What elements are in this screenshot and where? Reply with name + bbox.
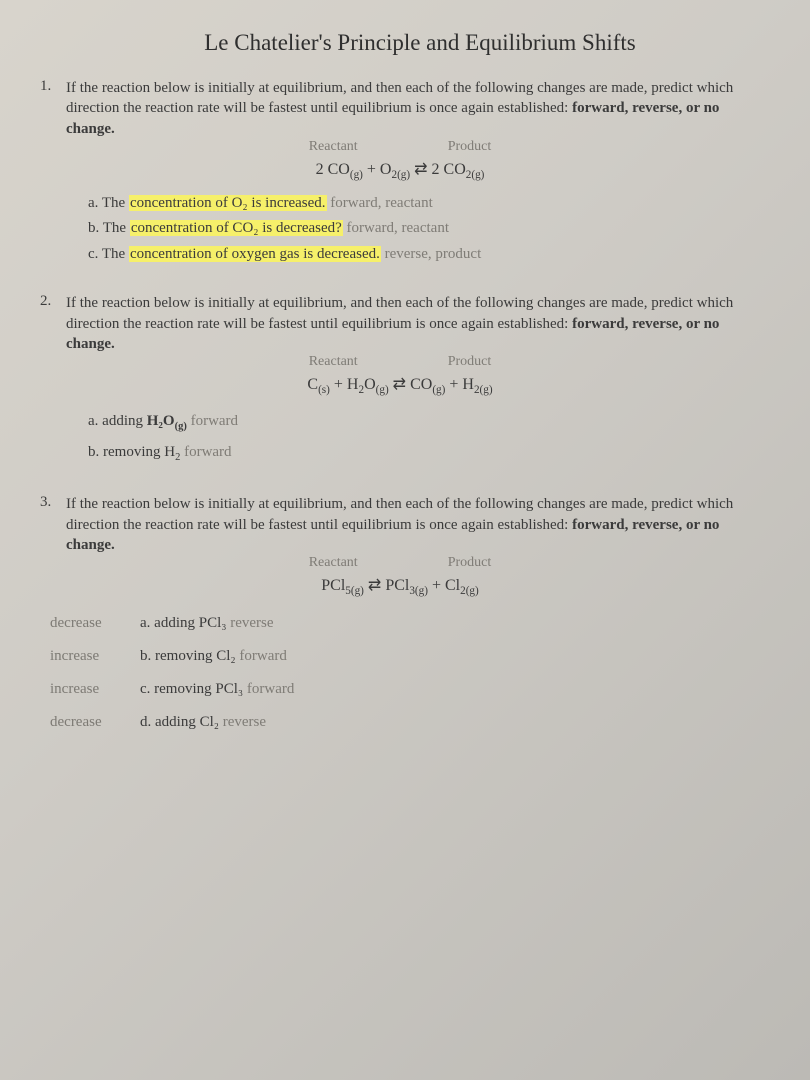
q2-b: b. removing H2 forward — [88, 437, 760, 468]
q3-a-margin: decrease — [50, 607, 102, 640]
product-label-2: Product — [448, 354, 492, 370]
product-label-3: Product — [448, 555, 492, 571]
q3-c-margin: increase — [50, 673, 99, 706]
q1-eq-plussub: 2(g) — [391, 169, 410, 181]
page-title: Le Chatelier's Principle and Equilibrium… — [80, 30, 760, 56]
q3-eq-r1s: 3(g) — [409, 585, 428, 597]
q2-a: a. adding H₂O(g) forward — [88, 406, 760, 437]
q3-b-margin: increase — [50, 640, 99, 673]
q3-eq-lsub: 5(g) — [345, 585, 364, 597]
q2-equation: C(s) + H2O(g) ⇄ CO(g) + H2(g) — [40, 374, 760, 396]
q2-a-pre: a. adding — [88, 413, 147, 429]
q3-number: 3. — [40, 494, 62, 511]
q2-sublist: a. adding H₂O(g) forward b. removing H2 … — [88, 406, 760, 468]
q2-eq-l: C — [307, 376, 318, 393]
q2-a-boldsub: (g) — [175, 421, 187, 432]
q1-eq-arrow: ⇄ — [410, 161, 431, 178]
q3-a-answer: reverse — [226, 615, 273, 631]
q3-b: increase b. removing Cl₂ forward — [140, 640, 760, 673]
reactant-label-2: Reactant — [309, 354, 358, 370]
q2-eq-arrow: ⇄ — [389, 376, 410, 393]
q1-equation: 2 CO(g) + O2(g) ⇄ 2 CO2(g) — [40, 159, 760, 181]
q3-eq-r2s: 2(g) — [460, 585, 479, 597]
q3-d-margin: decrease — [50, 706, 102, 739]
q1-c: c. The concentration of oxygen gas is de… — [88, 242, 760, 268]
q3-c: increase c. removing PCl₃ forward — [140, 673, 760, 706]
q2-eq-r1s: (g) — [432, 384, 445, 396]
q3-a-text: a. adding PCl₃ — [140, 615, 226, 631]
question-2: 2. If the reaction below is initially at… — [40, 293, 760, 468]
q3-d: decrease d. adding Cl₂ reverse — [140, 706, 760, 739]
q3-d-text: d. adding Cl₂ — [140, 714, 219, 730]
q2-b-answer: forward — [180, 444, 231, 460]
q2-a-bold: H₂O(g) — [147, 413, 187, 429]
q1-a-highlight: concentration of O₂ is increased. — [129, 195, 327, 211]
q3-a: decrease a. adding PCl₃ reverse — [140, 607, 760, 640]
q3-c-text: c. removing PCl₃ — [140, 681, 243, 697]
q2-eq-r2: + H — [445, 376, 474, 393]
question-3: 3. If the reaction below is initially at… — [40, 494, 760, 739]
q3-c-answer: forward — [243, 681, 294, 697]
q3-equation: PCl5(g) ⇄ PCl3(g) + Cl2(g) — [40, 575, 760, 597]
q1-b-answer: forward, reactant — [343, 220, 449, 236]
q3-b-answer: forward — [236, 648, 287, 664]
q3-eq-arrow: ⇄ — [364, 577, 385, 594]
q3-sublist: decrease a. adding PCl₃ reverse increase… — [140, 607, 760, 739]
q3-stem: If the reaction below is initially at eq… — [66, 494, 746, 555]
q3-eq-r2: + Cl — [428, 577, 460, 594]
product-label-1: Product — [448, 139, 492, 155]
q2-eq-m: + H — [330, 376, 359, 393]
q3-eq-l: PCl — [321, 577, 345, 594]
q2-b-pre: b. removing H — [88, 444, 175, 460]
q2-eq-m2: O — [364, 376, 376, 393]
q2-a-boldtxt: H₂O — [147, 413, 175, 429]
reactant-label-3: Reactant — [309, 555, 358, 571]
q2-stem: If the reaction below is initially at eq… — [66, 293, 746, 354]
q1-eq-l: 2 CO — [316, 161, 350, 178]
q1-number: 1. — [40, 78, 62, 95]
reactant-label-1: Reactant — [309, 139, 358, 155]
q2-a-answer: forward — [187, 413, 238, 429]
q2-eq-r2s: 2(g) — [474, 384, 493, 396]
q1-c-highlight: concentration of oxygen gas is decreased… — [129, 246, 381, 262]
q1-a-answer: forward, reactant — [327, 195, 433, 211]
question-1: 1. If the reaction below is initially at… — [40, 78, 760, 267]
q1-stem: If the reaction below is initially at eq… — [66, 78, 746, 139]
q1-b-pre: b. The — [88, 220, 130, 236]
q1-b: b. The concentration of CO₂ is decreased… — [88, 216, 760, 242]
q2-eq-lsub: (s) — [318, 384, 330, 396]
q1-b-highlight: concentration of CO₂ is decreased? — [130, 220, 343, 236]
q1-a-pre: a. The — [88, 195, 129, 211]
q1-eq-plus: + O — [363, 161, 392, 178]
q1-eq-rsub: 2(g) — [466, 169, 485, 181]
q1-eq-lsub: (g) — [350, 169, 363, 181]
q2-eq-ms2: (g) — [376, 384, 389, 396]
q3-b-text: b. removing Cl₂ — [140, 648, 236, 664]
q1-eq-r: 2 CO — [432, 161, 466, 178]
q3-d-answer: reverse — [219, 714, 266, 730]
q2-eq-r1: CO — [410, 376, 432, 393]
q1-c-answer: reverse, product — [381, 246, 481, 262]
q3-eq-r1: PCl — [385, 577, 409, 594]
q1-a: a. The concentration of O₂ is increased.… — [88, 191, 760, 217]
q2-number: 2. — [40, 293, 62, 310]
q1-sublist: a. The concentration of O₂ is increased.… — [88, 191, 760, 268]
q1-c-pre: c. The — [88, 246, 129, 262]
